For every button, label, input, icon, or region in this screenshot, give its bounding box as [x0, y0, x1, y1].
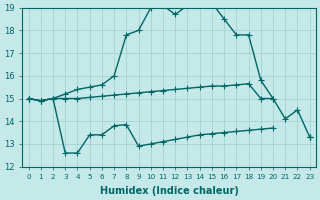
X-axis label: Humidex (Indice chaleur): Humidex (Indice chaleur): [100, 186, 239, 196]
